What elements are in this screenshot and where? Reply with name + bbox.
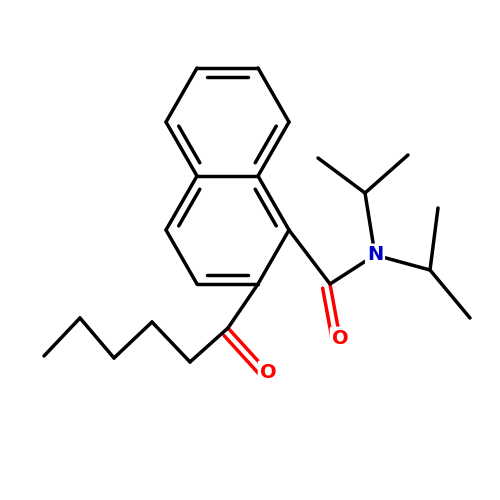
Text: O: O [260,362,276,382]
Text: N: N [367,246,383,264]
Text: O: O [332,328,348,347]
